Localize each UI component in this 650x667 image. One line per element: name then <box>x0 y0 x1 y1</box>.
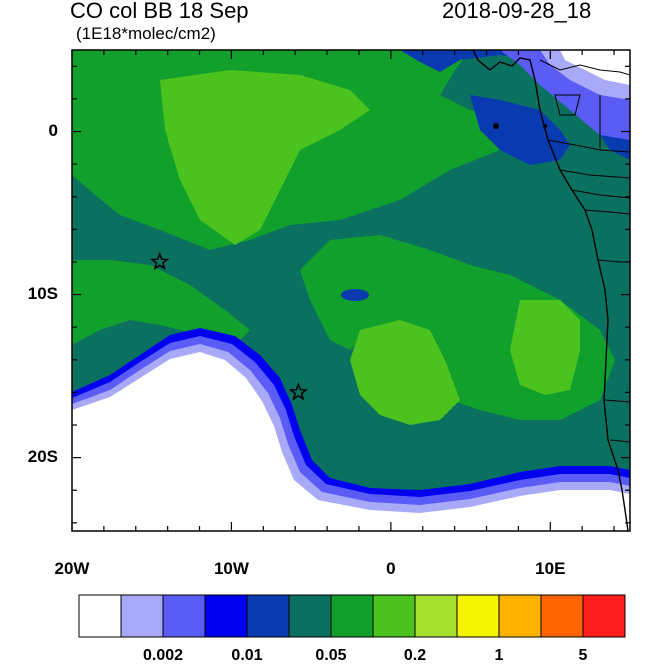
colorbar-swatch <box>162 594 206 638</box>
field-white-north <box>560 50 630 85</box>
island-1 <box>493 123 499 129</box>
colorbar-swatch <box>582 594 626 638</box>
plot-frame <box>71 49 631 532</box>
axis-ticks <box>71 50 630 531</box>
island-2 <box>543 124 547 128</box>
colorbar-label: 0.05 <box>315 647 347 664</box>
field-clean-white <box>72 352 630 531</box>
colorbar-label: 5 <box>578 647 588 664</box>
colorbar-label: 0.01 <box>231 647 263 664</box>
star-marker-1 <box>150 251 170 271</box>
colorbar-swatch <box>246 594 290 638</box>
colorbar-swatch <box>78 594 122 638</box>
colorbar-swatch <box>456 594 500 638</box>
field-blob <box>341 289 369 301</box>
lon-label: 0 <box>386 559 396 578</box>
units-label: (1E18*molec/cm2) <box>76 24 216 43</box>
map-timestamp: 2018-09-28_18 <box>442 0 592 23</box>
star-marker-2 <box>288 382 309 401</box>
field-green-west <box>72 260 250 345</box>
colorbar-swatch <box>498 594 542 638</box>
colorbar-swatch <box>330 594 374 638</box>
map-title: CO col BB 18 Sep <box>70 0 249 23</box>
field-lightgreen-3 <box>510 300 580 395</box>
colorbar-swatch <box>540 594 584 638</box>
colorbar-label: 1 <box>494 647 504 664</box>
lat-label: 20S <box>27 446 58 466</box>
lat-label: 0 <box>48 120 58 140</box>
lon-label: 20W <box>54 559 90 578</box>
colorbar-label: 0.2 <box>403 647 427 664</box>
colorbar-swatch <box>120 594 164 638</box>
lon-label: 10W <box>213 559 249 578</box>
lat-label: 10S <box>27 283 58 303</box>
field-lightgreen-2 <box>350 320 460 425</box>
colorbar-swatch <box>414 594 458 638</box>
coastline <box>472 50 629 531</box>
colorbar-label: 0.002 <box>142 647 184 664</box>
colorbar-swatch <box>288 594 332 638</box>
colorbar-swatch <box>372 594 416 638</box>
markers <box>150 251 309 401</box>
field-lightgreen-1 <box>160 70 370 245</box>
lon-label: 10E <box>535 559 566 578</box>
country-borders <box>539 59 630 443</box>
co-field <box>72 50 630 531</box>
colorbar-swatch <box>204 594 248 638</box>
field-blue-coast <box>470 95 570 165</box>
colorbar <box>78 594 626 638</box>
